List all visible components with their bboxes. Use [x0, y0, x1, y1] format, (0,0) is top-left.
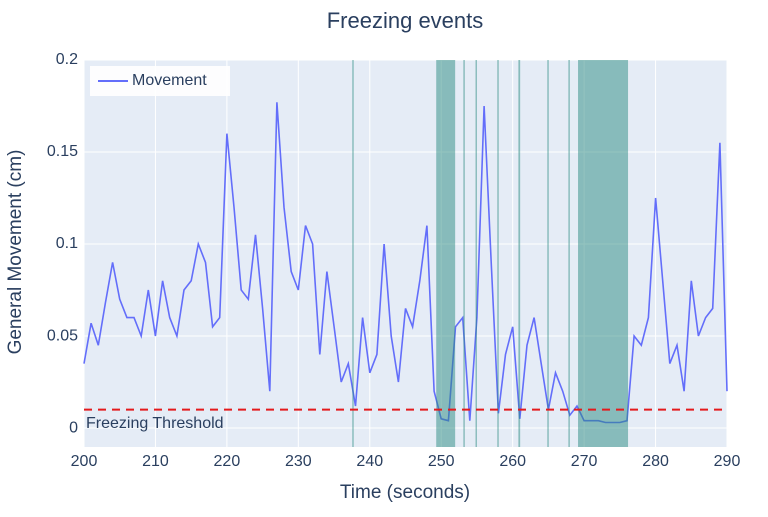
freezing-event [436, 60, 456, 447]
x-tick-label: 230 [285, 453, 312, 470]
legend-label: Movement [132, 72, 207, 89]
freezing-event [547, 60, 549, 447]
plot-area [84, 60, 727, 447]
x-tick-label: 200 [71, 453, 98, 470]
freezing-event [475, 60, 477, 447]
y-tick-label: 0 [69, 419, 78, 436]
x-tick-label: 270 [571, 453, 598, 470]
x-tick-label: 220 [214, 453, 241, 470]
y-tick-label: 0.15 [47, 143, 78, 160]
x-tick-label: 210 [142, 453, 169, 470]
freezing-event [463, 60, 465, 447]
x-tick-label: 260 [499, 453, 526, 470]
y-tick-label: 0.1 [56, 235, 78, 252]
freezing-event [518, 60, 521, 447]
x-axis-title: Time (seconds) [340, 482, 470, 503]
x-tick-label: 250 [428, 453, 455, 470]
x-tick-label: 290 [714, 453, 741, 470]
y-tick-label: 0.2 [56, 51, 78, 68]
threshold-label: Freezing Threshold [86, 415, 224, 432]
freezing-event [352, 60, 354, 447]
x-tick-label: 240 [356, 453, 383, 470]
freezing-event [497, 60, 499, 447]
freezing-event [578, 60, 629, 447]
y-axis-title: General Movement (cm) [5, 150, 26, 355]
y-tick-label: 0.05 [47, 327, 78, 344]
freezing-event [568, 60, 570, 447]
chart-title: Freezing events [327, 8, 484, 33]
x-tick-label: 280 [642, 453, 669, 470]
